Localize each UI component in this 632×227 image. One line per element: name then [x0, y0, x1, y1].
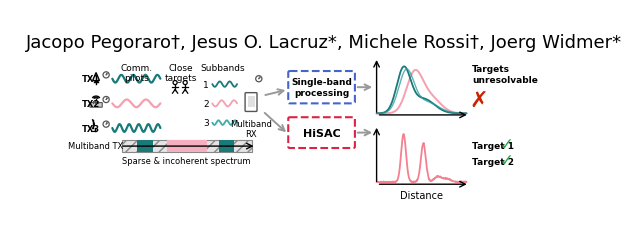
Text: Targets
unresolvable: Targets unresolvable: [472, 65, 538, 84]
Text: TX2: TX2: [82, 99, 100, 108]
FancyBboxPatch shape: [288, 72, 355, 104]
Text: Target 2: Target 2: [472, 157, 514, 166]
Bar: [121, 141, 252, 152]
Text: Target 1: Target 1: [472, 142, 514, 151]
Text: Sparse & incoherent spectrum: Sparse & incoherent spectrum: [123, 156, 251, 165]
Bar: [167, 141, 207, 152]
Text: Multiband TX: Multiband TX: [68, 142, 124, 151]
FancyBboxPatch shape: [288, 118, 355, 148]
Text: Jacopo Pegoraro†, Jesus O. Lacruz*, Michele Rossi†, Joerg Widmer*: Jacopo Pegoraro†, Jesus O. Lacruz*, Mich…: [26, 33, 622, 51]
Text: 1: 1: [204, 80, 209, 89]
Text: HiSAC: HiSAC: [303, 128, 341, 138]
Text: Multiband
RX: Multiband RX: [230, 119, 272, 138]
Text: 3: 3: [204, 118, 209, 128]
Bar: [219, 141, 234, 152]
Text: ✓: ✓: [500, 151, 514, 169]
Text: Single-band
processing: Single-band processing: [291, 78, 352, 97]
Text: ✗: ✗: [470, 90, 488, 110]
Text: 2: 2: [204, 99, 209, 108]
Text: ✓: ✓: [500, 136, 514, 153]
Text: TX1: TX1: [82, 75, 100, 84]
Text: Distance: Distance: [400, 190, 443, 200]
FancyBboxPatch shape: [245, 93, 257, 112]
Text: Close
targets: Close targets: [164, 63, 197, 83]
Text: Subbands: Subbands: [200, 63, 245, 72]
Text: Comm.
pilots: Comm. pilots: [120, 63, 152, 83]
Bar: [248, 96, 255, 108]
Text: TX3: TX3: [82, 124, 100, 133]
Bar: [137, 141, 152, 152]
FancyBboxPatch shape: [90, 103, 102, 108]
